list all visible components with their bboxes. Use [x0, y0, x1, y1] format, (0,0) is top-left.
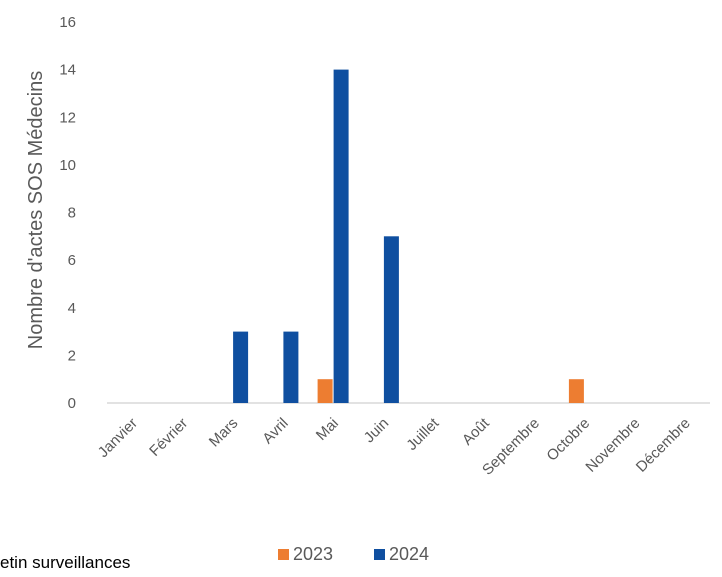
y-tick-label: 6 [68, 252, 76, 269]
legend: 2023 2024 [278, 544, 429, 564]
y-axis-label: Nombre d'actes SOS Médecins [25, 71, 47, 349]
legend-swatch [278, 549, 289, 560]
y-tick-label: 10 [59, 157, 76, 174]
legend-swatch [374, 549, 385, 560]
page-fragment-text: etin surveillances [0, 553, 131, 572]
x-tick-label: Janvier [95, 415, 141, 461]
bar-2023-4 [317, 379, 333, 403]
bar-2023-9 [568, 379, 584, 403]
x-tick-label: Août [459, 414, 493, 448]
y-tick-label: 4 [68, 300, 76, 317]
x-tick-label: Juillet [403, 414, 443, 454]
x-tick-label: Octobre [543, 415, 593, 465]
x-tick-label: Décembre [633, 415, 694, 476]
y-axis-ticks: 0 2 4 6 8 10 12 14 16 [59, 14, 76, 412]
bars [233, 69, 584, 403]
x-tick-label: Mars [206, 415, 242, 451]
y-tick-label: 0 [68, 395, 76, 412]
y-tick-label: 2 [68, 347, 76, 364]
bar-2024-2 [233, 331, 249, 403]
bar-2024-5 [383, 236, 399, 403]
bar-2024-3 [283, 331, 299, 403]
x-tick-label: Juin [361, 415, 392, 446]
x-tick-label: Février [146, 415, 191, 460]
y-tick-label: 14 [59, 62, 76, 79]
y-tick-label: 12 [59, 109, 76, 126]
legend-label: 2024 [389, 544, 429, 564]
x-axis-ticks: Janvier Février Mars Avril Mai Juin Juillet Aoû… [95, 414, 694, 478]
x-tick-label: Avril [259, 415, 291, 447]
x-tick-label: Mai [313, 415, 342, 444]
legend-label: 2023 [293, 544, 333, 564]
y-tick-label: 16 [59, 14, 76, 31]
y-axis-label-group: Nombre d'actes SOS Médecins [25, 71, 47, 349]
y-tick-label: 8 [68, 205, 76, 222]
bar-2024-4 [333, 69, 349, 403]
